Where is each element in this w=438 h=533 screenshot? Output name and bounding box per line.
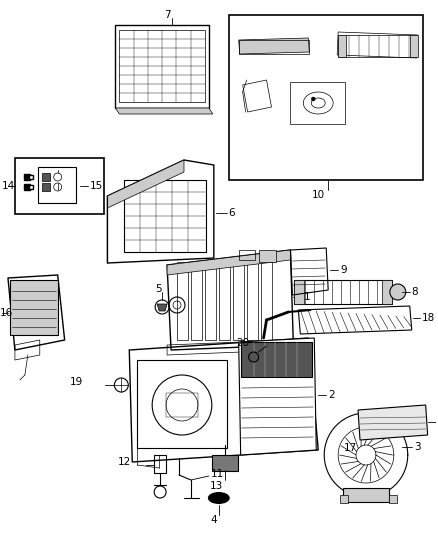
Text: 10: 10	[312, 190, 325, 200]
Bar	[191, 262, 202, 340]
Bar	[212, 455, 238, 471]
Bar	[247, 262, 258, 340]
Bar	[229, 15, 423, 180]
Polygon shape	[358, 405, 427, 440]
Text: 14: 14	[2, 181, 15, 191]
Text: 4: 4	[211, 515, 217, 525]
Bar	[15, 158, 104, 214]
Bar	[340, 495, 348, 503]
Bar	[261, 262, 272, 340]
Circle shape	[249, 352, 258, 362]
Text: 7: 7	[164, 10, 170, 20]
Text: 20: 20	[236, 338, 249, 348]
Text: 17: 17	[343, 443, 357, 453]
Bar	[10, 280, 58, 335]
Bar	[382, 280, 392, 304]
Text: 6: 6	[229, 208, 235, 218]
Bar	[239, 250, 254, 260]
Bar	[258, 250, 276, 262]
Text: 11: 11	[211, 469, 224, 479]
Text: 9: 9	[340, 265, 347, 275]
Bar	[240, 342, 312, 377]
Bar	[154, 455, 166, 473]
Bar	[119, 30, 205, 102]
Text: 12: 12	[118, 457, 131, 467]
Bar	[290, 82, 345, 124]
Text: 5: 5	[155, 284, 162, 294]
Bar	[42, 183, 50, 191]
Bar	[42, 173, 50, 181]
Circle shape	[390, 284, 406, 300]
Polygon shape	[107, 160, 184, 208]
Bar	[343, 488, 389, 502]
Polygon shape	[167, 250, 290, 275]
Text: 1: 1	[304, 292, 310, 302]
Bar	[124, 180, 206, 252]
Bar	[410, 35, 418, 57]
Bar	[389, 495, 397, 503]
Bar	[239, 40, 309, 54]
Bar	[294, 280, 392, 304]
Text: 13: 13	[210, 481, 223, 491]
Polygon shape	[239, 338, 316, 455]
Text: 19: 19	[70, 377, 83, 387]
Polygon shape	[239, 38, 309, 54]
Text: 3: 3	[414, 442, 420, 452]
Text: 8: 8	[412, 287, 418, 297]
Bar	[338, 35, 416, 57]
Ellipse shape	[208, 492, 230, 504]
Bar	[177, 262, 188, 340]
Bar	[294, 280, 304, 304]
Circle shape	[311, 97, 315, 101]
Bar	[338, 35, 346, 57]
Text: 16: 16	[0, 308, 13, 318]
Bar	[166, 393, 198, 417]
Text: 15: 15	[89, 181, 103, 191]
Bar	[233, 262, 244, 340]
Bar	[219, 262, 230, 340]
Bar	[205, 262, 216, 340]
Bar	[137, 360, 227, 448]
Text: 2: 2	[328, 390, 335, 400]
Text: 18: 18	[422, 313, 435, 323]
Bar	[38, 167, 76, 203]
Polygon shape	[115, 108, 213, 114]
Polygon shape	[157, 304, 167, 311]
